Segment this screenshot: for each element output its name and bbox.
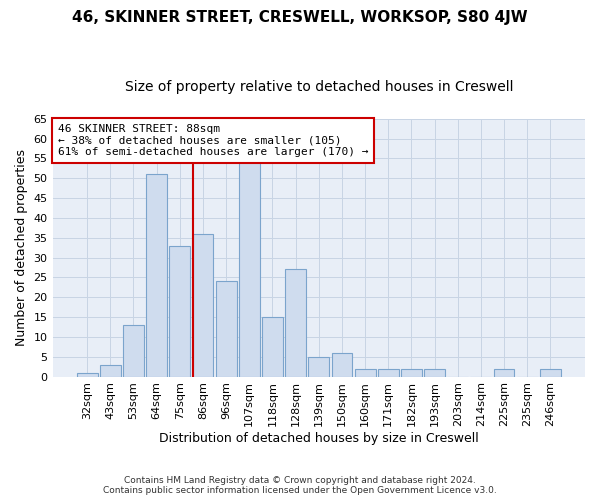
Bar	[193, 234, 214, 376]
Text: Contains HM Land Registry data © Crown copyright and database right 2024.
Contai: Contains HM Land Registry data © Crown c…	[103, 476, 497, 495]
Bar	[494, 368, 514, 376]
Text: 46 SKINNER STREET: 88sqm
← 38% of detached houses are smaller (105)
61% of semi-: 46 SKINNER STREET: 88sqm ← 38% of detach…	[58, 124, 368, 157]
Bar	[239, 162, 260, 376]
Y-axis label: Number of detached properties: Number of detached properties	[15, 149, 28, 346]
Bar	[332, 353, 352, 376]
Bar	[77, 372, 98, 376]
Bar	[401, 368, 422, 376]
Bar	[146, 174, 167, 376]
Bar	[308, 357, 329, 376]
X-axis label: Distribution of detached houses by size in Creswell: Distribution of detached houses by size …	[159, 432, 479, 445]
Bar	[123, 325, 144, 376]
Bar	[100, 364, 121, 376]
Bar	[285, 270, 306, 376]
Bar	[378, 368, 398, 376]
Bar	[355, 368, 376, 376]
Bar	[540, 368, 561, 376]
Bar	[216, 282, 236, 376]
Bar	[262, 317, 283, 376]
Title: Size of property relative to detached houses in Creswell: Size of property relative to detached ho…	[125, 80, 513, 94]
Text: 46, SKINNER STREET, CRESWELL, WORKSOP, S80 4JW: 46, SKINNER STREET, CRESWELL, WORKSOP, S…	[72, 10, 528, 25]
Bar	[169, 246, 190, 376]
Bar	[424, 368, 445, 376]
